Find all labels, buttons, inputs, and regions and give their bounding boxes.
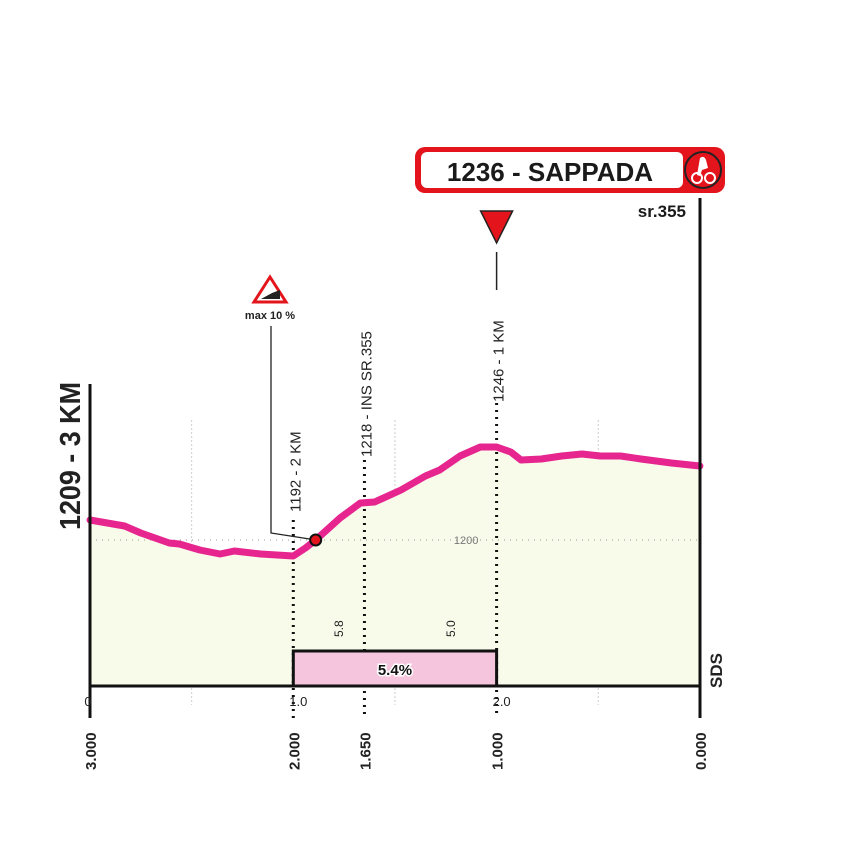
- reference-elevation-label: 1200: [454, 535, 478, 547]
- start-label: 1209 - 3 KM: [55, 382, 87, 530]
- gradient-box: [291, 649, 499, 688]
- max-gradient-label: max 10 %: [245, 310, 295, 322]
- distance-to-go-label: 1.650: [357, 732, 374, 770]
- profile-area: [90, 447, 700, 686]
- cyclist-finish-icon: [684, 151, 722, 189]
- waypoint-label: 1192 - 2 KM: [287, 431, 304, 512]
- max-gradient-marker: max 10 %: [245, 274, 323, 547]
- distance-to-go-label: 1.000: [490, 732, 507, 770]
- top-tick-label: 0: [84, 694, 91, 709]
- waypoint-triangle-icon: [479, 210, 514, 245]
- segment-gradient-label: 5.0: [444, 620, 458, 637]
- distance-to-go-label: 2.000: [286, 732, 303, 770]
- distance-to-go-label: 0.000: [693, 732, 710, 770]
- sds-label: SDS: [707, 653, 726, 688]
- finish-road-label: sr.355: [638, 202, 686, 221]
- finish-label: 1236 - SAPPADA: [447, 157, 653, 187]
- waypoint-label: 1218 - INS SR.355: [358, 331, 375, 457]
- waypoint-label: 1246 - 1 KM: [491, 320, 508, 402]
- top-tick-label: 2.0: [493, 694, 511, 709]
- segment-gradient-label: 5.8: [332, 620, 346, 637]
- distance-to-go-label: 3.000: [83, 732, 100, 770]
- max-gradient-point: [309, 533, 323, 547]
- profile-line: [86, 443, 704, 560]
- gradient-box-label: 5.4%: [378, 662, 412, 679]
- finish-banner: 1236 - SAPPADA sr.355: [415, 147, 725, 221]
- top-tick-label: 1.0: [289, 694, 307, 709]
